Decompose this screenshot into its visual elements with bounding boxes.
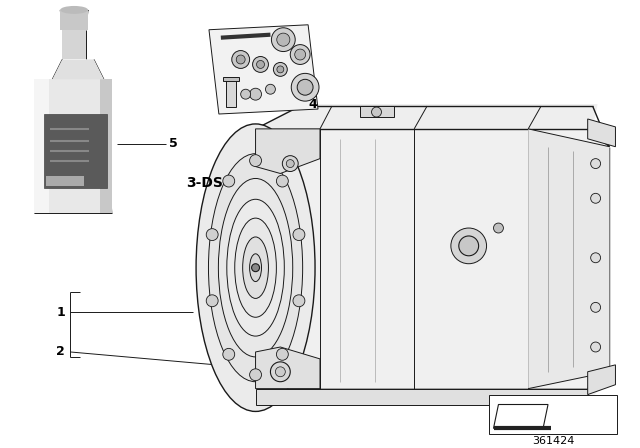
Circle shape	[250, 369, 262, 381]
Text: 361424: 361424	[532, 436, 574, 446]
Polygon shape	[528, 129, 609, 389]
Text: 2: 2	[56, 345, 65, 358]
Polygon shape	[360, 106, 394, 117]
Circle shape	[297, 79, 313, 95]
Polygon shape	[35, 79, 112, 213]
Text: 3-DS: 3-DS	[186, 177, 223, 190]
Ellipse shape	[60, 6, 88, 14]
Circle shape	[282, 155, 298, 172]
Circle shape	[206, 295, 218, 307]
Polygon shape	[255, 129, 607, 396]
Circle shape	[252, 264, 260, 271]
Text: 4: 4	[308, 98, 317, 111]
Circle shape	[276, 175, 288, 187]
Polygon shape	[493, 405, 548, 428]
Circle shape	[232, 51, 250, 69]
Polygon shape	[46, 177, 84, 186]
Circle shape	[223, 349, 235, 360]
Ellipse shape	[243, 237, 268, 298]
Ellipse shape	[250, 254, 262, 281]
Circle shape	[266, 84, 275, 94]
Circle shape	[591, 253, 600, 263]
Circle shape	[241, 89, 251, 99]
Circle shape	[459, 236, 479, 256]
Circle shape	[276, 33, 290, 46]
Circle shape	[493, 223, 504, 233]
Polygon shape	[588, 119, 616, 147]
Circle shape	[236, 55, 245, 64]
Polygon shape	[255, 129, 320, 173]
Polygon shape	[226, 79, 236, 107]
Text: 1: 1	[56, 306, 65, 319]
Circle shape	[591, 342, 600, 352]
Circle shape	[257, 60, 264, 69]
Circle shape	[293, 295, 305, 307]
Circle shape	[271, 28, 295, 52]
Circle shape	[271, 362, 291, 382]
Polygon shape	[62, 30, 86, 60]
Circle shape	[591, 159, 600, 168]
Circle shape	[591, 194, 600, 203]
Bar	[488, 395, 618, 434]
Circle shape	[273, 62, 287, 76]
Polygon shape	[44, 114, 107, 188]
Circle shape	[206, 228, 218, 241]
Circle shape	[253, 56, 268, 73]
Polygon shape	[100, 79, 112, 213]
Circle shape	[294, 49, 306, 60]
Text: 5: 5	[170, 137, 178, 150]
Polygon shape	[35, 79, 49, 213]
Circle shape	[372, 107, 381, 117]
Circle shape	[276, 349, 288, 360]
Circle shape	[250, 155, 262, 167]
Circle shape	[591, 302, 600, 312]
Circle shape	[250, 88, 262, 100]
Polygon shape	[223, 78, 239, 81]
Ellipse shape	[209, 154, 303, 382]
Circle shape	[291, 73, 319, 101]
Ellipse shape	[218, 178, 292, 357]
Polygon shape	[209, 25, 318, 114]
Circle shape	[286, 159, 294, 168]
Ellipse shape	[227, 199, 284, 336]
Circle shape	[223, 175, 235, 187]
Polygon shape	[255, 389, 588, 405]
Polygon shape	[255, 347, 320, 389]
Ellipse shape	[235, 218, 276, 317]
Circle shape	[277, 66, 284, 73]
Circle shape	[451, 228, 486, 264]
Polygon shape	[60, 10, 88, 30]
Polygon shape	[588, 365, 616, 395]
Ellipse shape	[196, 124, 315, 411]
Circle shape	[291, 45, 310, 65]
Polygon shape	[255, 104, 598, 129]
Circle shape	[275, 367, 285, 377]
Polygon shape	[52, 60, 104, 79]
Circle shape	[293, 228, 305, 241]
